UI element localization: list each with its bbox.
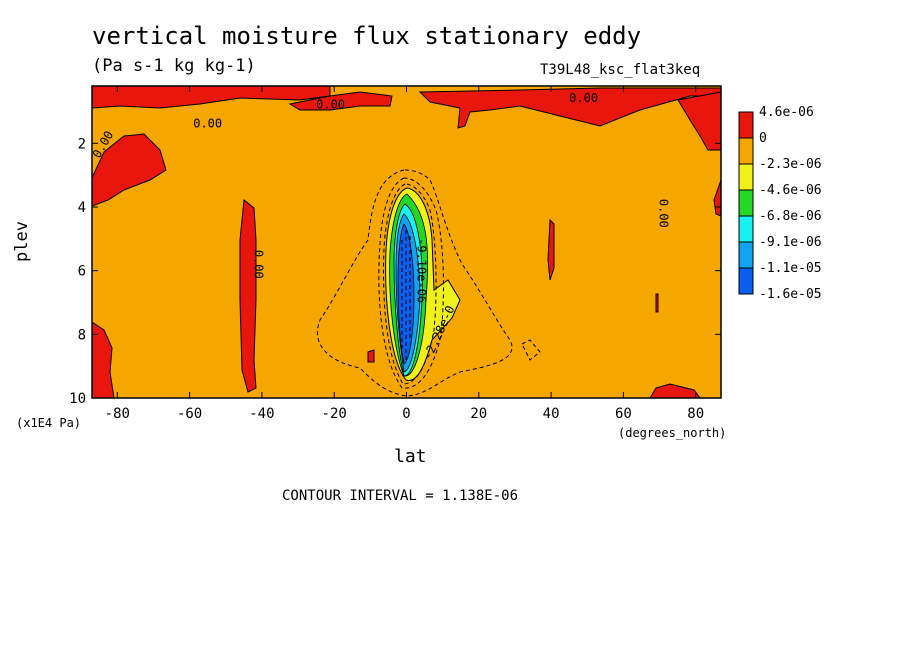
positive-region-top-center <box>288 91 393 111</box>
x-tick-label: 40 <box>543 406 560 422</box>
filled-contours <box>92 86 721 398</box>
y-tick-label: 8 <box>78 327 86 343</box>
legend-swatch <box>738 189 754 217</box>
positive-region-upper-right-edge <box>677 91 721 151</box>
positive-region-midlat-south <box>239 199 257 393</box>
legend-swatch <box>738 137 754 165</box>
legend-swatch <box>738 163 754 191</box>
x-tick-label: -60 <box>177 406 202 422</box>
y-axis: 2 4 6 8 10 <box>69 136 721 407</box>
contour-label: -9.10e-06 <box>414 238 428 303</box>
x-tick-label: -80 <box>105 406 130 422</box>
x-tick-label: -40 <box>249 406 274 422</box>
legend-label: 4.6e-06 <box>759 105 814 120</box>
positive-region-left-lower <box>92 321 115 398</box>
legend-label: -1.1e-05 <box>759 261 822 276</box>
x-tick-label: -20 <box>322 406 347 422</box>
legend-swatch <box>738 215 754 243</box>
legend-label: -6.8e-06 <box>759 209 822 224</box>
y-tick-label: 6 <box>78 264 86 280</box>
legend-label: 0 <box>759 131 767 146</box>
legend-swatch <box>738 241 754 269</box>
x-tick-label: 80 <box>687 406 704 422</box>
x-tick-label: 60 <box>615 406 632 422</box>
positive-region-right-lower <box>649 383 701 398</box>
contour-label: 0.00 <box>193 116 222 130</box>
positive-region-lat70 <box>655 293 659 313</box>
legend-label: -9.1e-06 <box>759 235 822 250</box>
x-tick-label: 20 <box>470 406 487 422</box>
chart-units: (Pa s-1 kg kg-1) <box>92 56 256 76</box>
x-tick-label: 0 <box>402 406 410 422</box>
x-axis-label: lat <box>394 446 427 467</box>
dashed-negative-contours <box>316 169 541 397</box>
positive-region-small-spot <box>367 349 375 363</box>
y-tick-label: 4 <box>78 200 86 216</box>
run-label: T39L48_ksc_flat3keq <box>540 62 701 78</box>
positive-region-top-left <box>92 86 331 109</box>
y-axis-unit: (x1E4 Pa) <box>16 416 82 430</box>
contour-label: 0.00 <box>316 97 345 111</box>
legend-label: -2.3e-06 <box>759 157 822 172</box>
contour-label: 0.00 <box>252 250 266 279</box>
legend-label: -4.6e-06 <box>759 183 822 198</box>
color-legend: 4.6e-06 0 -2.3e-06 -4.6e-06 -6.8e-06 -9.1e-06… <box>738 105 822 302</box>
contour-label: 0.00 <box>569 91 598 105</box>
positive-region-lat40 <box>547 218 555 281</box>
x-axis-unit: (degrees_north) <box>618 426 727 440</box>
legend-swatch <box>738 267 754 295</box>
chart-title: vertical moisture flux stationary eddy <box>92 22 642 50</box>
x-axis: -80 -60 -40 -20 0 20 40 60 80 <box>105 86 704 422</box>
positive-region-top-right <box>418 87 721 129</box>
contour-interval: CONTOUR INTERVAL = 1.138E-06 <box>282 488 519 504</box>
positive-region-left-upper <box>92 133 167 207</box>
legend-swatch <box>738 111 754 139</box>
y-tick-label: 2 <box>78 136 86 152</box>
legend-label: -1.6e-05 <box>759 287 822 302</box>
contour-label: 0.00 <box>657 199 671 228</box>
y-tick-label: 10 <box>69 391 86 407</box>
